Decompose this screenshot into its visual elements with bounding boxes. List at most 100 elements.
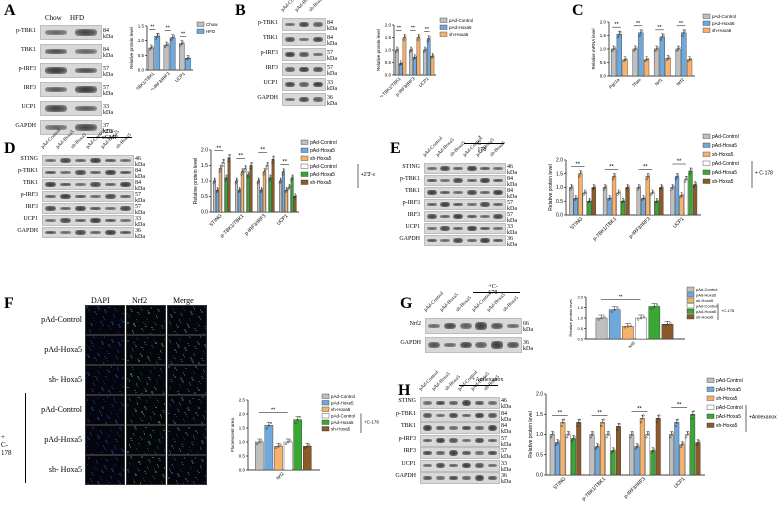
blot-strip [42, 155, 134, 166]
bar [265, 165, 269, 213]
legend-swatch [439, 31, 448, 37]
bar [243, 168, 247, 213]
treatment-label: + C-178 [1, 433, 12, 457]
data-point [551, 433, 554, 437]
data-point [651, 449, 655, 453]
fluorescent-dot [168, 412, 170, 415]
blot-band [284, 22, 296, 27]
fluorescent-dot [131, 375, 133, 377]
fluorescent-dot [174, 458, 176, 461]
fluorescent-dot [115, 355, 117, 358]
blot-band [74, 105, 98, 112]
data-point [684, 178, 688, 181]
fluorescent-dot [113, 463, 116, 466]
bar [670, 187, 675, 216]
blot-row-label: TBK1 [23, 179, 38, 186]
bar [638, 32, 644, 77]
data-point [294, 422, 297, 425]
blot-band [439, 190, 451, 195]
data-point [639, 32, 642, 35]
significance-label: ** [609, 165, 614, 171]
data-point [676, 48, 680, 51]
fluorescent-dot [116, 349, 119, 351]
bar [611, 176, 617, 216]
data-point [291, 177, 294, 180]
fluorescent-dot [98, 437, 100, 439]
fluorescence-row-label: pAd-Hoxa5 [44, 435, 82, 444]
legend-label: pAd-Hoxa5 [331, 420, 354, 425]
fluorescent-dot [182, 354, 185, 356]
fluorescent-dot [162, 391, 164, 393]
fluorescent-dot [136, 449, 139, 452]
fluorescent-dot [128, 306, 131, 309]
bar [430, 56, 435, 76]
legend-label: Chow [206, 22, 218, 27]
legend-label: pAd-Control [696, 304, 717, 309]
data-point [171, 36, 174, 40]
blot-band [453, 178, 464, 183]
bar [576, 422, 582, 476]
fluorescent-dot [174, 376, 176, 378]
legend-swatch [321, 393, 330, 399]
blot-band [474, 412, 485, 419]
fluorescent-dot [179, 450, 182, 452]
data-point [607, 431, 611, 434]
fluorescent-dot [101, 451, 103, 454]
bar [595, 317, 608, 340]
blot-band [435, 476, 446, 480]
fluorescent-dot [102, 398, 105, 401]
data-point [308, 443, 311, 447]
bar [268, 177, 272, 213]
fluorescent-dot [199, 447, 202, 449]
blot-band [59, 206, 72, 211]
legend-label: sh-Hoxa5 [310, 156, 332, 162]
fluorescent-dot [199, 382, 202, 385]
data-point [625, 57, 628, 61]
blot-band [453, 166, 464, 171]
fluorescent-dot [193, 354, 196, 356]
data-point [606, 433, 609, 437]
fluorescent-dot [112, 397, 115, 399]
y-tick-label: 0.0 [556, 213, 563, 219]
fluorescent-dot [86, 463, 89, 466]
blot-kda-label: 37 kDa [103, 122, 113, 135]
data-point [616, 428, 619, 431]
legend-swatch [702, 169, 711, 175]
blot-strip [42, 179, 134, 190]
blot-kda-label: 84 kDa [135, 179, 145, 192]
fluorescent-dot [122, 385, 124, 388]
blot-kda-label: 57 kDa [501, 435, 511, 448]
fluorescent-dot [180, 470, 183, 473]
blot-strip [424, 187, 506, 198]
bar [695, 442, 701, 476]
fluorescent-dot [138, 378, 140, 380]
fluorescent-dot [110, 366, 113, 368]
fluorescent-dot [145, 426, 147, 429]
fluorescent-dot [198, 407, 200, 409]
fluorescent-dot [155, 406, 157, 409]
blot-band [284, 37, 296, 42]
blot-band [44, 218, 57, 223]
data-point [622, 199, 626, 202]
fluorescent-dot [137, 376, 139, 378]
fluorescent-dot [119, 473, 121, 475]
fluorescent-dot [129, 400, 132, 402]
fluorescent-dot [105, 422, 107, 424]
fluorescent-dot [115, 438, 117, 441]
data-point [642, 414, 645, 417]
fluorescent-dot [170, 314, 172, 316]
fluorescent-dot [161, 482, 164, 484]
fluorescent-dot [138, 442, 140, 445]
blot-band [461, 425, 472, 431]
fluorescent-dot [113, 362, 116, 364]
data-point [225, 177, 228, 180]
fluorescent-dot [172, 420, 175, 422]
fluorescent-dot [160, 351, 163, 354]
significance-label: ** [677, 402, 682, 408]
blot-kda-label: 84 kDa [103, 27, 113, 40]
significance-label: ** [238, 154, 243, 160]
legend-label: pAd-Control [716, 405, 743, 411]
bar [674, 176, 680, 216]
